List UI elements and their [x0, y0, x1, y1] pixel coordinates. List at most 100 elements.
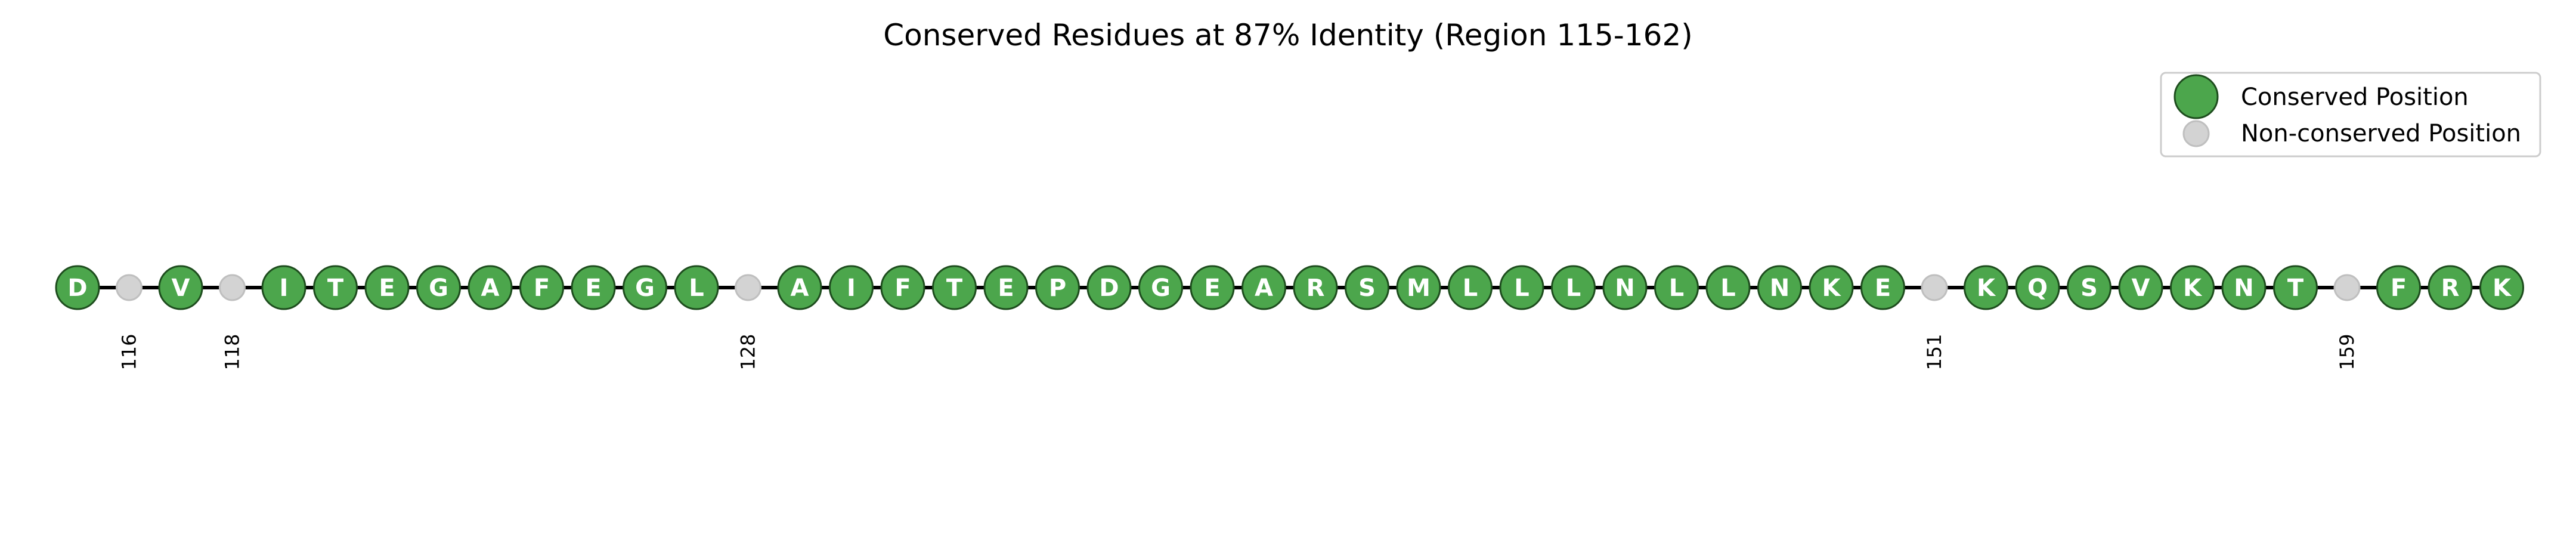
conserved-point	[674, 265, 719, 310]
non-conserved-point	[1921, 274, 1948, 301]
residue-label: E	[1875, 274, 1891, 302]
conserved-point	[2428, 265, 2473, 310]
conserved-point	[2118, 265, 2163, 310]
conserved-point	[571, 265, 616, 310]
residue-label: N	[1615, 274, 1634, 302]
chart-title: Conserved Residues at 87% Identity (Regi…	[883, 18, 1693, 53]
legend-frame	[2160, 72, 2541, 158]
conserved-point	[467, 265, 513, 310]
residue-label: E	[1204, 274, 1220, 302]
residue-label: A	[1255, 274, 1273, 302]
legend-label-conserved: Conserved Position	[2241, 84, 2469, 111]
conserved-point	[55, 265, 100, 310]
residue-label: T	[2287, 274, 2304, 302]
conserved-point	[983, 265, 1029, 310]
residue-label: T	[327, 274, 344, 302]
residue-label: K	[2493, 274, 2512, 302]
conserved-point	[313, 265, 358, 310]
conserved-point	[364, 265, 410, 310]
position-tick-label: 128	[737, 334, 760, 370]
residue-label: F	[2391, 274, 2407, 302]
residue-label: V	[2132, 274, 2150, 302]
conserved-point	[1602, 265, 1648, 310]
residue-label: R	[2441, 274, 2460, 302]
conserved-point	[2221, 265, 2267, 310]
residue-label: Q	[2027, 274, 2048, 302]
residue-label: A	[481, 274, 500, 302]
conserved-point	[1396, 265, 1441, 310]
residue-label: E	[585, 274, 601, 302]
residue-label: V	[172, 274, 190, 302]
residue-label: G	[429, 274, 448, 302]
residue-label: K	[1822, 274, 1842, 302]
residue-label: K	[1977, 274, 1996, 302]
conserved-point	[1654, 265, 1699, 310]
conserved-point	[1964, 265, 2008, 310]
position-tick-label: 159	[2336, 334, 2358, 370]
conserved-point	[519, 265, 564, 310]
conserved-point	[1705, 265, 1751, 310]
residue-label: M	[1407, 274, 1431, 302]
conserved-point	[777, 265, 822, 310]
conserved-point	[1809, 265, 1854, 310]
non-conserved-point	[735, 274, 761, 301]
conserved-point	[1035, 265, 1080, 310]
residue-label: L	[689, 274, 704, 302]
residue-label: S	[1358, 274, 1376, 302]
non-conserved-point	[219, 274, 246, 301]
residue-label: A	[791, 274, 809, 302]
conserved-point	[261, 265, 306, 310]
conserved-point	[880, 265, 925, 310]
residue-label: L	[1669, 274, 1685, 302]
conserved-point	[1086, 265, 1132, 310]
residue-label: L	[1463, 274, 1478, 302]
conserved-point	[932, 265, 977, 310]
residue-label: N	[2234, 274, 2253, 302]
residue-label: G	[1151, 274, 1171, 302]
position-tick-label: 116	[118, 334, 141, 370]
conserved-point	[158, 265, 203, 310]
conserved-point	[1293, 265, 1338, 310]
conserved-point	[1499, 265, 1544, 310]
conserved-point	[1138, 265, 1183, 310]
residue-label: E	[379, 274, 395, 302]
conserved-point	[1448, 265, 1493, 310]
residue-label: S	[2080, 274, 2098, 302]
residue-label: R	[1306, 274, 1325, 302]
legend: Conserved Position Non-conserved Positio…	[2160, 72, 2541, 158]
legend-label-non-conserved: Non-conserved Position	[2241, 120, 2521, 147]
residue-label: P	[1049, 274, 1066, 302]
residue-label: K	[2183, 274, 2203, 302]
conserved-point	[1860, 265, 1905, 310]
conserved-point	[1190, 265, 1235, 310]
residue-label: T	[946, 274, 963, 302]
conserved-point	[2067, 265, 2111, 310]
residue-label: I	[847, 274, 856, 302]
residue-marks: D 116 V 118 I T E G A F E G L 128 A I F T E P D G E A R S M L L L N L L N…	[55, 265, 2524, 371]
position-tick-label: 151	[1923, 334, 1946, 370]
residue-label: N	[1770, 274, 1789, 302]
residue-label: D	[1099, 274, 1119, 302]
residue-label: E	[998, 274, 1014, 302]
residue-label: L	[1514, 274, 1530, 302]
conserved-point	[2479, 265, 2524, 310]
non-conserved-point	[116, 274, 143, 301]
conserved-point	[1241, 265, 1286, 310]
conserved-point	[2015, 265, 2060, 310]
non-conserved-point	[2333, 274, 2361, 301]
conserved-point	[416, 265, 461, 310]
residue-label: D	[67, 274, 87, 302]
conserved-point	[2273, 265, 2318, 310]
legend-marker-non-conserved	[2182, 120, 2210, 147]
conserved-point	[623, 265, 667, 310]
conserved-point	[1551, 265, 1596, 310]
legend-marker-conserved	[2174, 74, 2219, 119]
residue-label: F	[894, 274, 911, 302]
conserved-point	[1345, 265, 1389, 310]
conserved-point	[829, 265, 874, 310]
conserved-point	[1757, 265, 1802, 310]
residue-label: I	[280, 274, 289, 302]
residue-label: F	[534, 274, 550, 302]
residue-label: L	[1720, 274, 1736, 302]
